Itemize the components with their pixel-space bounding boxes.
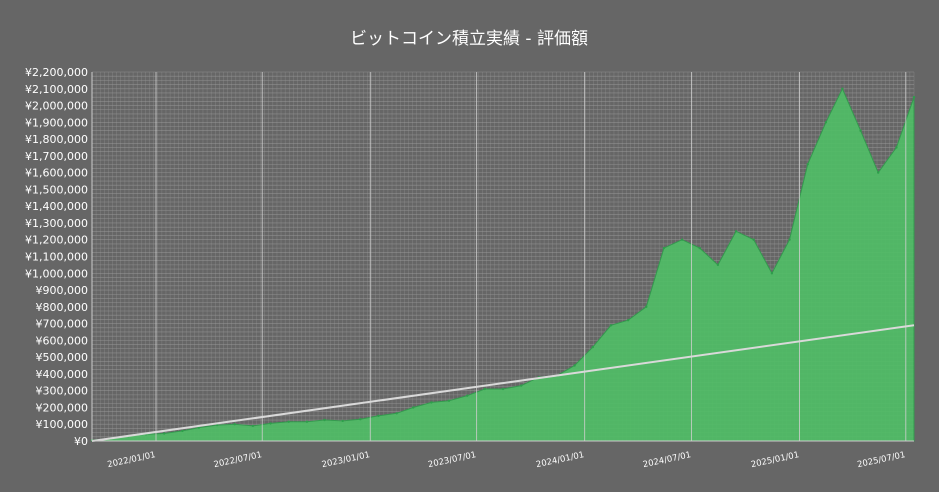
x-tick-label: 2025/07/01 — [856, 450, 906, 470]
y-tick-label: ¥200,000 — [36, 401, 89, 414]
y-tick-label: ¥600,000 — [36, 334, 89, 347]
area-data-point — [377, 414, 380, 417]
area-data-point — [163, 432, 166, 435]
area-data-point — [770, 272, 774, 275]
y-tick-label: ¥2,000,000 — [25, 100, 88, 113]
area-data-point — [859, 129, 862, 132]
area-series-valuation — [91, 87, 915, 442]
area-data-point — [788, 238, 791, 241]
x-tick-label: 2022/01/01 — [107, 450, 157, 470]
area-data-point — [591, 345, 594, 349]
y-tick-label: ¥300,000 — [36, 385, 89, 398]
area-data-point — [412, 406, 415, 409]
y-tick-label: ¥1,700,000 — [25, 150, 88, 163]
y-tick-label: ¥0 — [74, 435, 88, 448]
y-tick-label: ¥800,000 — [36, 301, 89, 314]
y-tick-label: ¥1,400,000 — [25, 200, 88, 213]
area-data-point — [626, 319, 630, 322]
area-data-point — [430, 401, 433, 404]
area-data-point — [912, 96, 916, 99]
area-data-point — [447, 399, 451, 402]
y-tick-label: ¥400,000 — [36, 368, 89, 381]
y-tick-label: ¥1,300,000 — [25, 217, 88, 230]
area-data-point — [233, 423, 236, 426]
area-data-point — [341, 419, 344, 423]
x-tick-label: 2022/07/01 — [213, 450, 263, 470]
area-data-point — [752, 238, 755, 241]
y-tick-label: ¥1,600,000 — [25, 167, 88, 180]
area-data-point — [287, 420, 290, 423]
area-data-point — [662, 246, 666, 250]
y-tick-label: ¥1,000,000 — [25, 267, 88, 280]
y-tick-label: ¥500,000 — [36, 351, 89, 364]
area-data-point — [323, 418, 326, 422]
chart-title: ビットコイン積立実績 - 評価額 — [350, 29, 588, 49]
area-data-point — [716, 263, 720, 267]
area-data-point — [251, 424, 255, 428]
area-data-point — [359, 418, 362, 421]
y-tick-label: ¥1,800,000 — [25, 133, 88, 146]
y-tick-label: ¥2,100,000 — [25, 83, 88, 96]
area-data-point — [841, 87, 844, 91]
area-data-point — [645, 305, 648, 308]
area-data-point — [466, 394, 469, 397]
area-data-point — [483, 387, 486, 391]
y-tick-label: ¥1,100,000 — [25, 251, 88, 264]
x-tick-label: 2024/01/01 — [535, 450, 585, 470]
area-data-point — [877, 171, 880, 174]
y-tick-label: ¥1,200,000 — [25, 234, 88, 247]
y-tick-label: ¥100,000 — [36, 418, 89, 431]
x-tick-label: 2023/01/01 — [321, 450, 371, 470]
x-tick-label: 2024/07/01 — [642, 450, 692, 470]
area-data-point — [395, 412, 398, 415]
area-data-point — [520, 384, 523, 387]
x-tick-label: 2025/01/01 — [750, 450, 800, 470]
area-data-point — [181, 429, 184, 433]
area-data-point — [806, 163, 809, 166]
area-data-point — [680, 238, 684, 241]
y-tick-label: ¥700,000 — [36, 318, 89, 331]
area-data-point — [734, 230, 738, 233]
area-data-point — [501, 387, 505, 391]
area-data-point — [698, 246, 701, 250]
area-data-point — [269, 422, 272, 425]
area-data-point — [895, 146, 898, 149]
line-series-cost — [91, 324, 915, 442]
x-tick-label: 2023/07/01 — [427, 450, 477, 470]
area-data-point — [609, 324, 613, 327]
y-tick-label: ¥900,000 — [36, 284, 89, 297]
area-data-point — [824, 121, 828, 124]
y-tick-label: ¥1,900,000 — [25, 116, 88, 129]
y-tick-label: ¥1,500,000 — [25, 183, 88, 196]
area-data-point — [215, 423, 219, 427]
area-data-point — [305, 420, 309, 423]
y-tick-label: ¥2,200,000 — [25, 66, 88, 79]
area-data-point — [573, 364, 576, 367]
series-layer — [90, 72, 916, 442]
